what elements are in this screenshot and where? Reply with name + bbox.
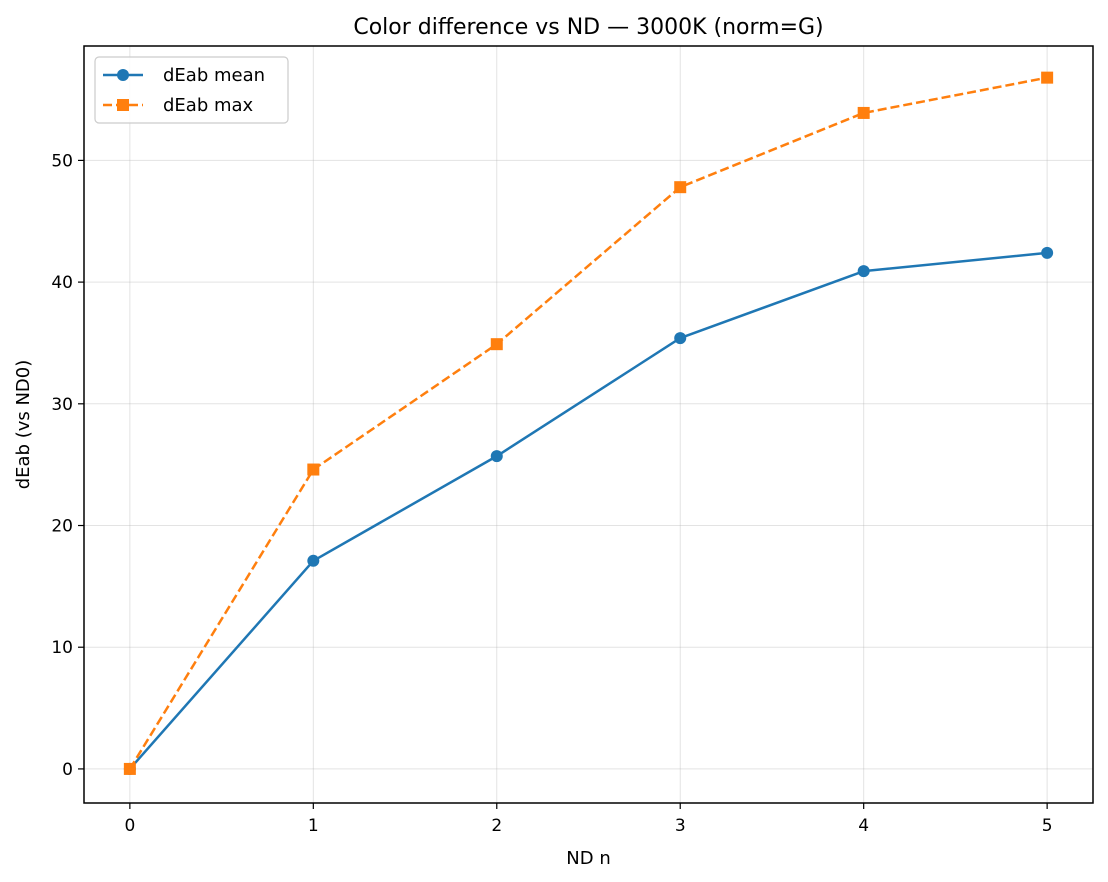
x-tick-label: 2: [491, 816, 502, 836]
x-tick-label: 3: [675, 816, 686, 836]
data-point: [490, 450, 503, 463]
data-point: [857, 265, 870, 278]
series-line: [128, 76, 1048, 770]
y-tick-label: 0: [62, 760, 73, 780]
x-tick-label: 5: [1042, 816, 1053, 836]
data-point: [307, 554, 320, 567]
legend-entry: dEab mean: [103, 65, 265, 86]
data-point: [123, 762, 136, 775]
legend-box: [94, 56, 289, 124]
series-2: [123, 71, 1054, 775]
data-point: [490, 338, 503, 351]
data-point: [674, 332, 687, 345]
y-tick-label: 20: [51, 517, 73, 537]
legend-label: dEab mean: [163, 65, 265, 86]
x-tick-label: 1: [308, 816, 319, 836]
data-point: [1041, 71, 1054, 84]
data-point: [857, 106, 870, 119]
grid-layer: [84, 46, 1093, 803]
y-axis-label: dEab (vs ND0): [13, 360, 34, 490]
series-line: [128, 251, 1048, 770]
legend-label: dEab max: [163, 95, 254, 116]
legend: dEab mean dEab max: [94, 56, 289, 124]
series-layer: [123, 71, 1054, 775]
data-point: [307, 463, 320, 476]
y-tick-label: 10: [51, 638, 73, 658]
legend-marker: [117, 99, 129, 111]
y-tick-label: 30: [51, 395, 73, 415]
legend-marker: [117, 69, 129, 81]
data-point: [674, 181, 687, 194]
plot-frame: [83, 45, 1094, 804]
y-tick-label: 40: [51, 273, 73, 293]
x-tick-label: 4: [858, 816, 869, 836]
y-tick-label: 50: [51, 151, 73, 171]
data-point: [1041, 246, 1054, 259]
x-axis-label: ND n: [566, 848, 610, 869]
x-tick-label: 0: [124, 816, 135, 836]
legend-entry: dEab max: [103, 95, 254, 116]
chart-title: Color difference vs ND — 3000K (norm=G): [353, 15, 823, 40]
